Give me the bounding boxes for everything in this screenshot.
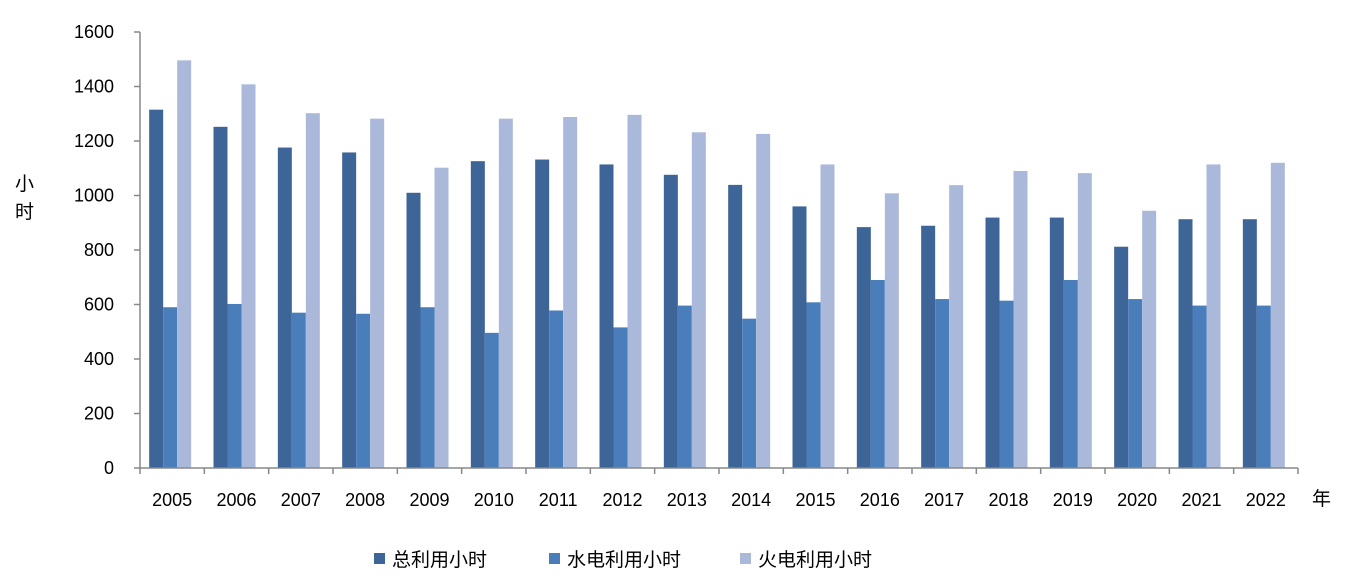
legend-swatch	[549, 553, 560, 564]
bar-水电利用小时-2014	[742, 318, 757, 468]
x-tick-label: 2019	[1053, 490, 1093, 510]
bar-水电利用小时-2018	[999, 300, 1014, 468]
x-axis-title: 年	[1312, 488, 1331, 510]
legend-item: 火电利用小时	[740, 549, 872, 571]
bar-火电利用小时-2013	[691, 132, 706, 468]
bar-火电利用小时-2005	[177, 60, 192, 469]
legend-label: 总利用小时	[392, 549, 487, 571]
bar-水电利用小时-2016	[870, 279, 885, 468]
bar-水电利用小时-2007	[291, 312, 306, 468]
y-tick-label: 0	[104, 458, 114, 478]
y-tick-label: 400	[84, 349, 114, 369]
legend-item: 水电利用小时	[549, 549, 681, 571]
bar-火电利用小时-2022	[1270, 162, 1285, 469]
y-axis-ticks	[134, 31, 140, 469]
bar-总利用小时-2021	[1178, 219, 1193, 468]
bar-水电利用小时-2011	[549, 310, 564, 468]
bar-火电利用小时-2009	[434, 167, 449, 468]
y-axis-tick-labels: 0 200 400 600 800 1000 1200 1400 1600	[74, 22, 114, 478]
bar-水电利用小时-2010	[484, 332, 499, 468]
x-tick-label: 2012	[602, 490, 642, 510]
bar-水电利用小时-2013	[677, 305, 692, 468]
bar-总利用小时-2018	[985, 217, 1000, 468]
bar-水电利用小时-2019	[1063, 279, 1078, 468]
x-tick-label: 2007	[281, 490, 321, 510]
bar-总利用小时-2007	[277, 147, 292, 469]
y-tick-label: 1000	[74, 186, 114, 206]
bar-水电利用小时-2006	[227, 303, 242, 468]
y-tick-label: 200	[84, 404, 114, 424]
bar-总利用小时-2015	[792, 206, 807, 468]
y-tick-label: 800	[84, 240, 114, 260]
x-tick-label: 2005	[152, 490, 192, 510]
bar-火电利用小时-2015	[820, 164, 835, 468]
bar-总利用小时-2006	[213, 126, 228, 468]
bar-水电利用小时-2008	[356, 313, 371, 468]
bar-总利用小时-2017	[921, 225, 936, 468]
x-axis-ticks	[139, 468, 1299, 474]
bar-水电利用小时-2021	[1192, 305, 1207, 468]
x-tick-label: 2018	[988, 490, 1028, 510]
y-axis-title: 小时	[15, 173, 34, 223]
bar-总利用小时-2014	[728, 184, 743, 468]
x-tick-label: 2020	[1117, 490, 1157, 510]
legend-label: 火电利用小时	[758, 549, 872, 571]
y-tick-label: 1400	[74, 77, 114, 97]
bar-水电利用小时-2020	[1128, 299, 1143, 468]
bar-水电利用小时-2005	[163, 307, 178, 468]
bar-总利用小时-2009	[406, 192, 421, 468]
legend: 总利用小时 水电利用小时 火电利用小时	[374, 549, 872, 571]
legend-label: 水电利用小时	[567, 549, 681, 571]
bar-火电利用小时-2011	[563, 117, 578, 469]
bar-火电利用小时-2010	[498, 118, 513, 468]
bar-水电利用小时-2022	[1256, 305, 1271, 468]
y-tick-label: 1600	[74, 22, 114, 42]
bar-火电利用小时-2012	[627, 114, 642, 468]
legend-item: 总利用小时	[374, 549, 487, 571]
y-tick-label: 1200	[74, 131, 114, 151]
x-tick-label: 2010	[474, 490, 514, 510]
x-tick-label: 2013	[667, 490, 707, 510]
bar-总利用小时-2005	[149, 109, 164, 468]
legend-swatch	[740, 553, 751, 564]
bar-总利用小时-2020	[1114, 246, 1129, 468]
bar-水电利用小时-2012	[613, 327, 628, 468]
bar-总利用小时-2013	[663, 174, 678, 469]
bar-火电利用小时-2020	[1142, 210, 1157, 468]
bar-火电利用小时-2006	[241, 84, 256, 468]
bar-火电利用小时-2018	[1013, 170, 1028, 468]
bar-火电利用小时-2017	[949, 185, 964, 468]
x-tick-label: 2015	[795, 490, 835, 510]
bar-火电利用小时-2021	[1206, 164, 1221, 468]
x-tick-label: 2006	[216, 490, 256, 510]
bar-水电利用小时-2009	[420, 307, 435, 468]
bar-火电利用小时-2019	[1077, 173, 1092, 468]
x-tick-label: 2008	[345, 490, 385, 510]
x-tick-label: 2009	[409, 490, 449, 510]
legend-swatch	[374, 553, 385, 564]
bar-火电利用小时-2008	[370, 118, 385, 468]
x-tick-label: 2011	[539, 490, 578, 510]
bar-总利用小时-2011	[535, 159, 550, 468]
bar-总利用小时-2012	[599, 164, 614, 468]
bar-火电利用小时-2007	[305, 113, 320, 468]
bar-总利用小时-2019	[1049, 217, 1064, 468]
x-tick-label: 2022	[1246, 490, 1286, 510]
x-axis-tick-labels: 2005 2006 2007 2008 2009 2010 2011 2012 2013 2014…	[152, 490, 1286, 510]
y-tick-label: 600	[84, 295, 114, 315]
bar-总利用小时-2022	[1242, 219, 1257, 468]
bar-总利用小时-2010	[470, 161, 485, 469]
bar-水电利用小时-2015	[806, 302, 821, 468]
x-tick-label: 2017	[924, 490, 964, 510]
bar-火电利用小时-2016	[884, 193, 899, 468]
bar-水电利用小时-2017	[935, 299, 950, 468]
x-tick-label: 2016	[860, 490, 900, 510]
x-tick-label: 2021	[1181, 490, 1221, 510]
bars-layer	[149, 60, 1285, 469]
bar-总利用小时-2016	[856, 227, 871, 468]
x-tick-label: 2014	[731, 490, 771, 510]
bar-火电利用小时-2014	[756, 133, 771, 469]
bar-总利用小时-2008	[342, 152, 357, 468]
